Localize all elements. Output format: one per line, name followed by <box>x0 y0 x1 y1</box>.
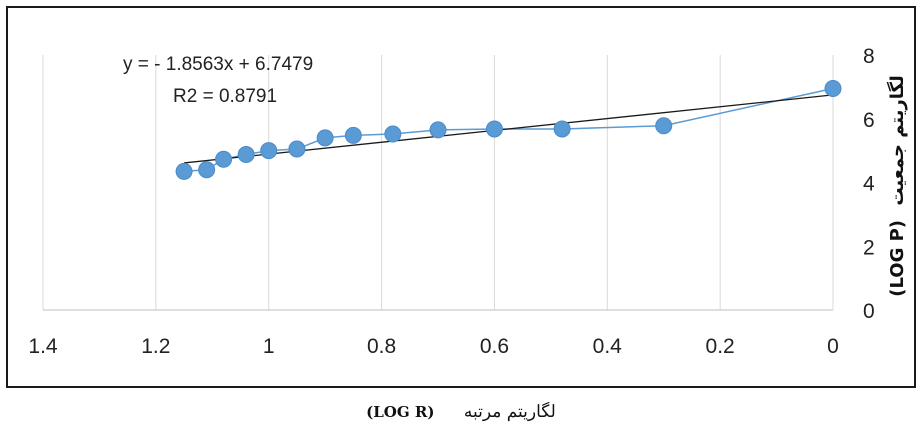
data-point-2 <box>215 150 233 168</box>
data-point-3 <box>237 145 255 163</box>
x-tick-labels: 1.4 1.2 1 0.8 0.6 0.4 0.2 0 <box>28 335 838 358</box>
x-tick-label-3: 0.8 <box>367 335 396 358</box>
y-tick-label-4: 0 <box>863 300 875 323</box>
data-point-4 <box>260 142 278 160</box>
data-point-9 <box>429 121 447 139</box>
data-point-12 <box>655 117 673 135</box>
trendline-equation: y = - 1.8563x + 6.7479 <box>123 54 313 75</box>
data-point-1 <box>198 161 216 179</box>
x-axis-caption: (LOG R) لگاریتم مرتبه <box>0 402 922 422</box>
chart-canvas: 1.4 1.2 1 0.8 0.6 0.4 0.2 0 8 6 4 2 0 y = - 1.8563x… <box>28 45 908 358</box>
data-point-13 <box>824 79 842 97</box>
x-tick-label-4: 0.6 <box>480 335 509 358</box>
y-axis-label: (LOG P) لگاریتم جمعیت <box>886 75 908 297</box>
y-tick-label-2: 4 <box>863 173 875 196</box>
data-point-8 <box>384 125 402 143</box>
y-axis-label-fa: لگاریتم جمعیت <box>886 75 908 205</box>
trendline-r2: R2 = 0.8791 <box>173 86 277 107</box>
data-point-6 <box>316 129 334 147</box>
data-point-10 <box>485 120 503 138</box>
x-tick-label-0: 1.4 <box>28 335 58 358</box>
x-axis-label-fa: لگاریتم مرتبه <box>463 402 556 422</box>
y-tick-label-1: 6 <box>863 109 875 132</box>
data-point-0 <box>175 162 193 180</box>
x-tick-label-6: 0.2 <box>706 335 735 358</box>
y-axis-label-code: (LOG P) <box>887 220 908 297</box>
x-tick-label-2: 1 <box>263 335 275 358</box>
y-tick-labels: 8 6 4 2 0 <box>863 45 875 323</box>
series-line <box>184 87 834 173</box>
trendline <box>184 94 834 164</box>
chart-frame <box>6 6 916 388</box>
y-tick-label-0: 8 <box>863 45 875 68</box>
x-tick-label-1: 1.2 <box>141 335 170 358</box>
data-point-7 <box>344 126 362 144</box>
x-tick-label-7: 0 <box>827 335 839 358</box>
y-tick-label-3: 2 <box>863 236 875 259</box>
data-point-11 <box>553 120 571 138</box>
grid-lines <box>42 55 834 310</box>
x-axis-label-code: (LOG R) <box>366 403 435 421</box>
data-point-5 <box>288 140 306 158</box>
data-points <box>175 79 842 180</box>
x-tick-label-5: 0.4 <box>593 335 623 358</box>
